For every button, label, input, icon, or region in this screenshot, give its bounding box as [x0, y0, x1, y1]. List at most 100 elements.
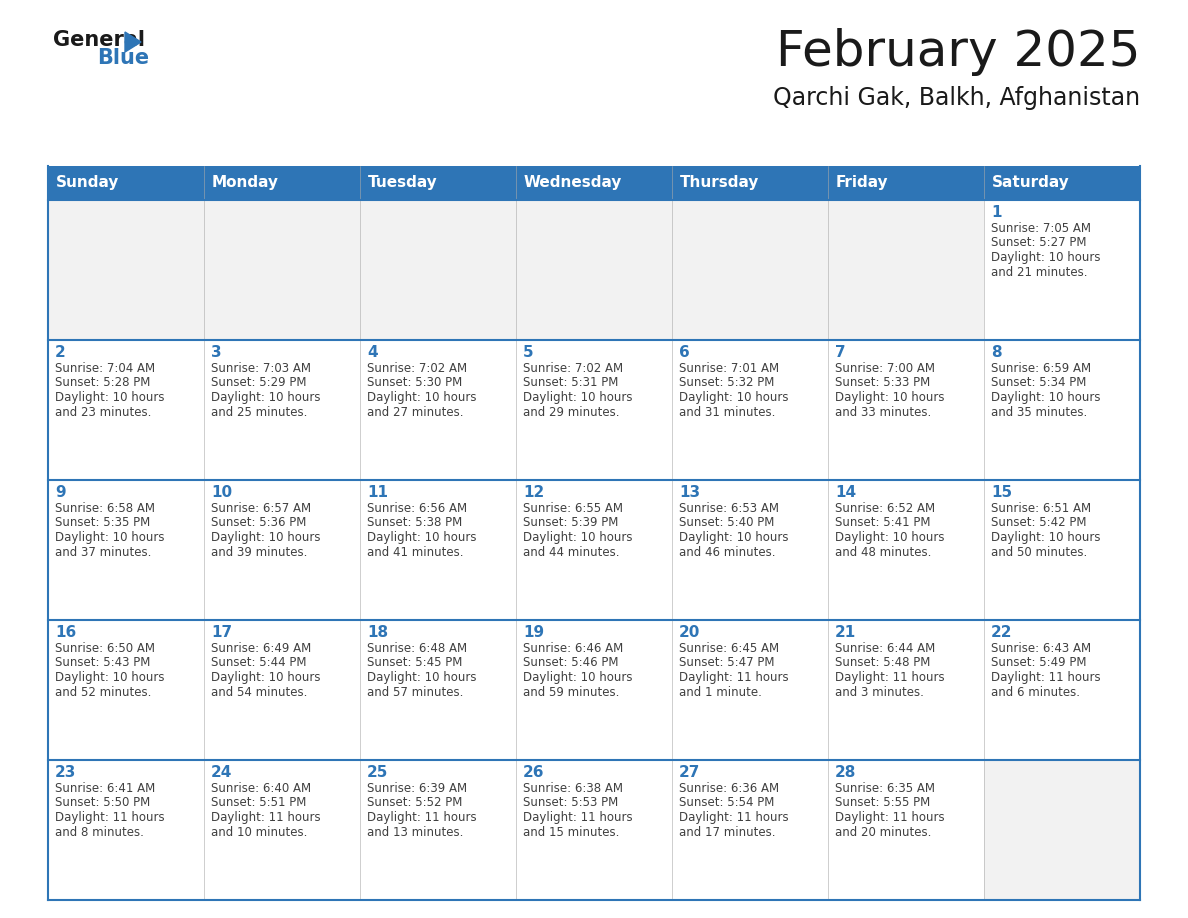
Text: 21: 21: [835, 625, 857, 640]
Text: Daylight: 11 hours: Daylight: 11 hours: [367, 811, 476, 824]
Text: Sunrise: 7:03 AM: Sunrise: 7:03 AM: [211, 362, 311, 375]
Text: Sunset: 5:35 PM: Sunset: 5:35 PM: [55, 517, 150, 530]
Bar: [204, 166, 360, 200]
Text: Sunset: 5:31 PM: Sunset: 5:31 PM: [523, 376, 619, 389]
Bar: [516, 340, 672, 480]
Bar: [48, 760, 204, 900]
Text: Daylight: 11 hours: Daylight: 11 hours: [835, 671, 944, 684]
Text: Sunset: 5:27 PM: Sunset: 5:27 PM: [991, 237, 1087, 250]
Bar: [48, 620, 204, 760]
Bar: [828, 620, 984, 760]
Text: and 41 minutes.: and 41 minutes.: [367, 545, 463, 558]
Bar: [672, 200, 828, 340]
Text: Daylight: 10 hours: Daylight: 10 hours: [55, 531, 164, 544]
Text: Sunset: 5:33 PM: Sunset: 5:33 PM: [835, 376, 930, 389]
Text: 7: 7: [835, 345, 846, 360]
Text: Sunrise: 6:36 AM: Sunrise: 6:36 AM: [680, 782, 779, 795]
Text: 8: 8: [991, 345, 1001, 360]
Text: Sunrise: 6:39 AM: Sunrise: 6:39 AM: [367, 782, 467, 795]
Text: Daylight: 10 hours: Daylight: 10 hours: [680, 391, 789, 404]
Text: Daylight: 10 hours: Daylight: 10 hours: [523, 391, 632, 404]
Text: Daylight: 10 hours: Daylight: 10 hours: [523, 671, 632, 684]
Polygon shape: [125, 32, 141, 52]
Text: and 20 minutes.: and 20 minutes.: [835, 825, 931, 838]
Text: Daylight: 11 hours: Daylight: 11 hours: [211, 811, 321, 824]
Text: and 1 minute.: and 1 minute.: [680, 686, 762, 699]
Text: Sunrise: 6:53 AM: Sunrise: 6:53 AM: [680, 502, 779, 515]
Text: 24: 24: [211, 765, 233, 780]
Text: Sunset: 5:29 PM: Sunset: 5:29 PM: [211, 376, 307, 389]
Text: Daylight: 10 hours: Daylight: 10 hours: [211, 391, 321, 404]
Text: Sunrise: 6:50 AM: Sunrise: 6:50 AM: [55, 642, 154, 655]
Bar: [828, 480, 984, 620]
Text: Daylight: 10 hours: Daylight: 10 hours: [991, 251, 1100, 264]
Text: 18: 18: [367, 625, 388, 640]
Text: and 54 minutes.: and 54 minutes.: [211, 686, 308, 699]
Text: Daylight: 10 hours: Daylight: 10 hours: [367, 531, 476, 544]
Text: Daylight: 10 hours: Daylight: 10 hours: [523, 531, 632, 544]
Bar: [360, 760, 516, 900]
Text: Sunrise: 7:02 AM: Sunrise: 7:02 AM: [523, 362, 624, 375]
Text: and 23 minutes.: and 23 minutes.: [55, 406, 151, 419]
Text: Sunrise: 6:43 AM: Sunrise: 6:43 AM: [991, 642, 1091, 655]
Text: and 6 minutes.: and 6 minutes.: [991, 686, 1080, 699]
Bar: [672, 340, 828, 480]
Text: Daylight: 10 hours: Daylight: 10 hours: [367, 671, 476, 684]
Text: Sunset: 5:52 PM: Sunset: 5:52 PM: [367, 797, 462, 810]
Text: Sunset: 5:42 PM: Sunset: 5:42 PM: [991, 517, 1087, 530]
Text: Sunset: 5:49 PM: Sunset: 5:49 PM: [991, 656, 1087, 669]
Text: Sunrise: 6:41 AM: Sunrise: 6:41 AM: [55, 782, 156, 795]
Text: Daylight: 10 hours: Daylight: 10 hours: [835, 531, 944, 544]
Text: 4: 4: [367, 345, 378, 360]
Text: Daylight: 11 hours: Daylight: 11 hours: [991, 671, 1100, 684]
Bar: [828, 340, 984, 480]
Text: 3: 3: [211, 345, 222, 360]
Text: and 39 minutes.: and 39 minutes.: [211, 545, 308, 558]
Text: Sunset: 5:34 PM: Sunset: 5:34 PM: [991, 376, 1086, 389]
Text: Sunset: 5:51 PM: Sunset: 5:51 PM: [211, 797, 307, 810]
Bar: [48, 166, 204, 200]
Bar: [204, 200, 360, 340]
Text: Sunset: 5:54 PM: Sunset: 5:54 PM: [680, 797, 775, 810]
Bar: [828, 166, 984, 200]
Bar: [48, 200, 204, 340]
Text: Daylight: 10 hours: Daylight: 10 hours: [991, 531, 1100, 544]
Bar: [360, 166, 516, 200]
Text: Sunset: 5:39 PM: Sunset: 5:39 PM: [523, 517, 619, 530]
Text: 11: 11: [367, 485, 388, 500]
Bar: [48, 480, 204, 620]
Text: and 57 minutes.: and 57 minutes.: [367, 686, 463, 699]
Text: Sunrise: 6:55 AM: Sunrise: 6:55 AM: [523, 502, 623, 515]
Text: and 31 minutes.: and 31 minutes.: [680, 406, 776, 419]
Text: 19: 19: [523, 625, 544, 640]
Text: Thursday: Thursday: [680, 175, 759, 191]
Bar: [360, 200, 516, 340]
Text: Sunset: 5:32 PM: Sunset: 5:32 PM: [680, 376, 775, 389]
Bar: [516, 760, 672, 900]
Bar: [516, 480, 672, 620]
Bar: [204, 480, 360, 620]
Bar: [672, 166, 828, 200]
Text: 10: 10: [211, 485, 232, 500]
Bar: [984, 340, 1140, 480]
Text: Sunset: 5:44 PM: Sunset: 5:44 PM: [211, 656, 307, 669]
Bar: [360, 340, 516, 480]
Text: 27: 27: [680, 765, 701, 780]
Bar: [828, 760, 984, 900]
Text: Daylight: 10 hours: Daylight: 10 hours: [835, 391, 944, 404]
Text: and 50 minutes.: and 50 minutes.: [991, 545, 1087, 558]
Text: and 59 minutes.: and 59 minutes.: [523, 686, 619, 699]
Text: Sunrise: 6:56 AM: Sunrise: 6:56 AM: [367, 502, 467, 515]
Text: Sunset: 5:36 PM: Sunset: 5:36 PM: [211, 517, 307, 530]
Text: and 21 minutes.: and 21 minutes.: [991, 265, 1087, 278]
Text: 1: 1: [991, 205, 1001, 220]
Text: Sunrise: 6:38 AM: Sunrise: 6:38 AM: [523, 782, 623, 795]
Text: Sunrise: 6:35 AM: Sunrise: 6:35 AM: [835, 782, 935, 795]
Text: 12: 12: [523, 485, 544, 500]
Text: General: General: [53, 30, 145, 50]
Text: Sunset: 5:30 PM: Sunset: 5:30 PM: [367, 376, 462, 389]
Bar: [984, 480, 1140, 620]
Text: 5: 5: [523, 345, 533, 360]
Text: Sunset: 5:41 PM: Sunset: 5:41 PM: [835, 517, 930, 530]
Bar: [672, 480, 828, 620]
